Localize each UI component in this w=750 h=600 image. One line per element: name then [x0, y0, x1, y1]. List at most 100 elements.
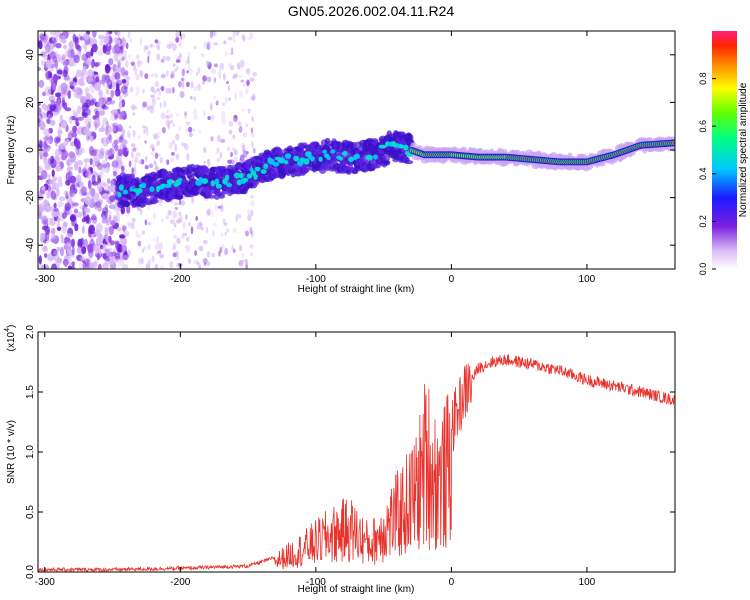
noise-cell [165, 119, 171, 126]
noise-cell [117, 258, 125, 267]
noise-cell [109, 100, 116, 105]
ridge-core [318, 156, 323, 162]
noise-cell [147, 259, 152, 266]
noise-cell [81, 225, 85, 234]
noise-cell [108, 134, 113, 144]
noise-cell [222, 102, 225, 107]
noise-cell [112, 122, 116, 132]
x-tick-label: 0 [449, 274, 455, 285]
noise-cell [98, 89, 103, 97]
noise-cell [49, 51, 55, 58]
ridge-core [118, 184, 124, 191]
noise-cell [108, 251, 114, 257]
noise-cell [245, 230, 249, 237]
ridge-core [348, 156, 355, 163]
noise-cell [205, 210, 211, 216]
noise-cell [99, 108, 106, 116]
noise-cell [67, 170, 73, 180]
noise-cell [91, 213, 96, 219]
noise-cell [64, 260, 68, 268]
noise-cell [151, 73, 154, 77]
noise-cell [83, 33, 90, 40]
noise-cell [167, 210, 172, 214]
noise-cell [88, 224, 96, 235]
noise-cell [157, 87, 162, 91]
noise-cell [126, 147, 129, 152]
y-tick-label: 1.0 [25, 445, 36, 459]
noise-cell [176, 65, 179, 71]
noise-cell [178, 211, 182, 217]
ridge-core [338, 156, 344, 161]
noise-cell [107, 79, 113, 89]
noise-cell [198, 264, 201, 269]
noise-cell [136, 54, 140, 60]
noise-cell [250, 127, 254, 134]
noise-cell [50, 190, 57, 200]
noise-cell [52, 36, 58, 43]
noise-cell [201, 81, 206, 85]
noise-cell [173, 234, 178, 239]
noise-cell [52, 73, 58, 84]
noise-cell [145, 262, 151, 269]
noise-cell [190, 81, 194, 89]
noise-cell [120, 85, 128, 95]
noise-cell [127, 249, 131, 257]
noise-cell [49, 119, 56, 126]
noise-cell [59, 34, 66, 43]
x-tick-label: -100 [306, 577, 326, 588]
noise-cell [160, 112, 166, 120]
noise-cell [97, 162, 103, 171]
noise-cell [53, 211, 58, 218]
ridge-halo [124, 201, 131, 207]
noise-cell [202, 239, 208, 245]
noise-cell [110, 204, 117, 210]
noise-cell [217, 134, 221, 143]
noise-cell [206, 208, 212, 216]
noise-cell [132, 147, 137, 152]
noise-cell [42, 245, 48, 252]
noise-cell [82, 261, 87, 269]
noise-cell [51, 263, 57, 269]
noise-cell [152, 133, 158, 140]
ridge-core [380, 144, 387, 149]
noise-cell [247, 209, 251, 215]
noise-cell [84, 195, 92, 206]
noise-cell [61, 54, 66, 61]
noise-cell [228, 120, 233, 127]
noise-cell [212, 230, 215, 237]
noise-cell [135, 152, 141, 158]
noise-cell [48, 64, 55, 73]
noise-cell [121, 56, 126, 61]
noise-cell [54, 148, 62, 157]
noise-cell [172, 43, 177, 51]
noise-cell [108, 31, 113, 35]
noise-cell [74, 36, 79, 43]
noise-cell [44, 86, 52, 96]
noise-cell [46, 118, 51, 124]
noise-cell [42, 218, 48, 225]
noise-cell [150, 86, 155, 93]
noise-cell [150, 94, 155, 98]
noise-cell [250, 200, 255, 207]
noise-cell [186, 236, 190, 242]
noise-cell [236, 213, 242, 219]
noise-cell [135, 73, 140, 81]
noise-cell [220, 232, 224, 237]
noise-cell [109, 147, 113, 156]
noise-cell [84, 87, 90, 95]
noise-cell [187, 51, 191, 57]
noise-cell [116, 227, 123, 232]
noise-cell [135, 229, 138, 238]
noise-cell [129, 86, 134, 93]
noise-cell [104, 74, 110, 84]
noise-cell [211, 252, 216, 258]
noise-cell [197, 262, 201, 269]
noise-cell [180, 142, 186, 147]
noise-cell [38, 79, 45, 88]
noise-cell [172, 210, 178, 219]
noise-cell [38, 106, 42, 117]
noise-cell [77, 238, 83, 249]
noise-cell [150, 151, 154, 155]
ridge-halo [410, 142, 418, 149]
noise-cell [130, 85, 134, 91]
